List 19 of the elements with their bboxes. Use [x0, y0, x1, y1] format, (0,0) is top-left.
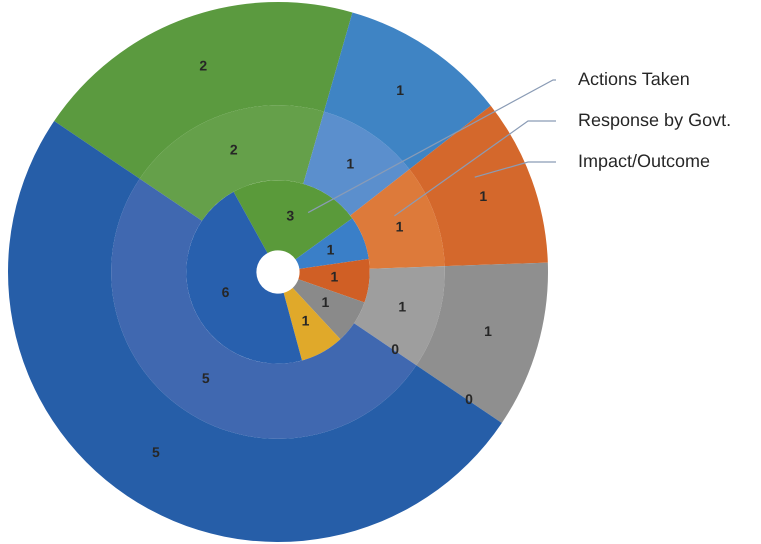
- slice-label: Response by Govt.: [578, 110, 732, 130]
- data-label: 1: [302, 312, 310, 328]
- data-label: 2: [199, 58, 208, 74]
- data-label: 1: [321, 294, 330, 310]
- data-label: 5: [202, 370, 210, 386]
- data-label: 6: [222, 284, 230, 300]
- data-label: 3: [286, 208, 294, 224]
- data-label: 1: [479, 188, 488, 204]
- data-label: 1: [330, 268, 338, 284]
- data-label: 1: [326, 242, 335, 258]
- data-label: 1: [484, 323, 492, 340]
- data-label: 1: [398, 298, 406, 314]
- data-label: 1: [346, 156, 354, 172]
- data-label: 2: [230, 141, 238, 158]
- data-label: 1: [396, 82, 404, 98]
- data-label: 5: [152, 444, 160, 460]
- slice-label: Impact/Outcome: [578, 150, 710, 171]
- slice-label: Actions Taken: [578, 68, 690, 89]
- data-label: 1: [396, 218, 404, 235]
